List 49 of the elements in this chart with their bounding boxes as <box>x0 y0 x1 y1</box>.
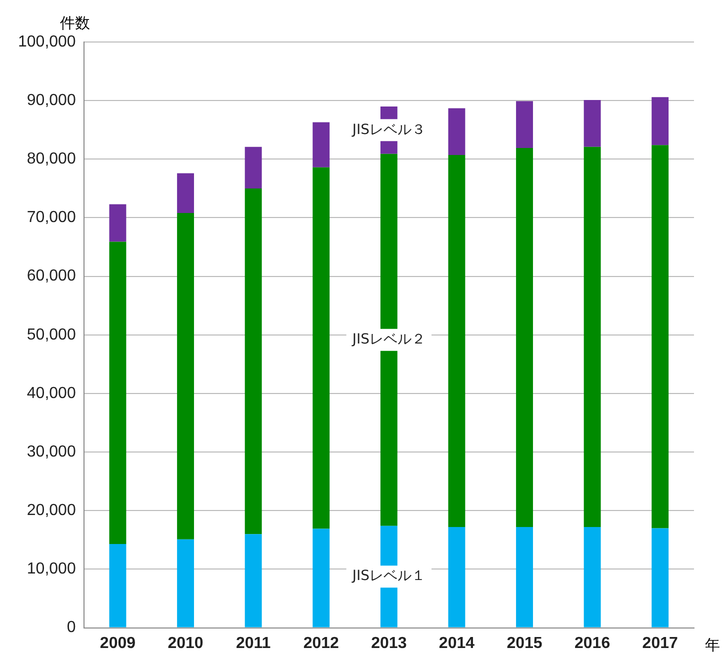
x-tick-label: 2013 <box>371 634 407 652</box>
x-tick-label: 2015 <box>506 634 542 652</box>
x-tick-label: 2017 <box>642 634 678 652</box>
bar <box>652 97 669 146</box>
bar <box>584 100 601 147</box>
x-tick-label: 2014 <box>438 634 475 652</box>
bar <box>584 146 601 528</box>
y-tick-label: 50,000 <box>26 326 76 344</box>
x-tick-label: 2009 <box>100 634 136 652</box>
series-label: JISレベル３ <box>351 122 426 138</box>
bar <box>244 534 262 628</box>
bar <box>312 122 330 168</box>
x-axis-title: 年 <box>705 636 720 655</box>
y-axis-title: 件数 <box>60 14 90 33</box>
bar <box>244 188 262 534</box>
bar <box>312 167 330 529</box>
bar <box>244 146 262 188</box>
y-tick-label: 30,000 <box>26 443 76 460</box>
y-tick-label: 70,000 <box>26 209 76 226</box>
y-tick-label: 20,000 <box>26 502 76 520</box>
bar <box>177 173 194 214</box>
y-tick-label: 60,000 <box>26 268 76 285</box>
bar <box>584 527 601 628</box>
bar <box>177 539 194 628</box>
bar <box>448 527 466 628</box>
x-tick-label: 2012 <box>303 634 340 652</box>
bar <box>516 148 533 528</box>
bar <box>516 101 533 148</box>
x-tick-label: 2010 <box>168 634 204 652</box>
bar <box>312 528 330 628</box>
bar <box>448 155 466 528</box>
x-tick-label: 2016 <box>574 634 610 652</box>
y-tick-label: 100,000 <box>18 33 76 50</box>
bar <box>448 108 466 156</box>
y-tick-label: 90,000 <box>26 92 76 109</box>
series-label: JISレベル２ <box>351 332 426 348</box>
bar <box>177 213 194 540</box>
bar <box>652 528 669 628</box>
y-tick-label: 80,000 <box>26 150 76 168</box>
x-tick-label: 2011 <box>236 634 271 652</box>
y-tick-label: 40,000 <box>26 384 76 402</box>
bar <box>109 544 126 628</box>
bar <box>652 145 669 528</box>
y-tick-label: 0 <box>66 619 76 636</box>
y-tick-label: 10,000 <box>26 560 76 578</box>
bar <box>109 242 126 544</box>
bar <box>109 204 126 242</box>
series-label: JISレベル１ <box>351 568 426 584</box>
bar <box>516 527 533 628</box>
